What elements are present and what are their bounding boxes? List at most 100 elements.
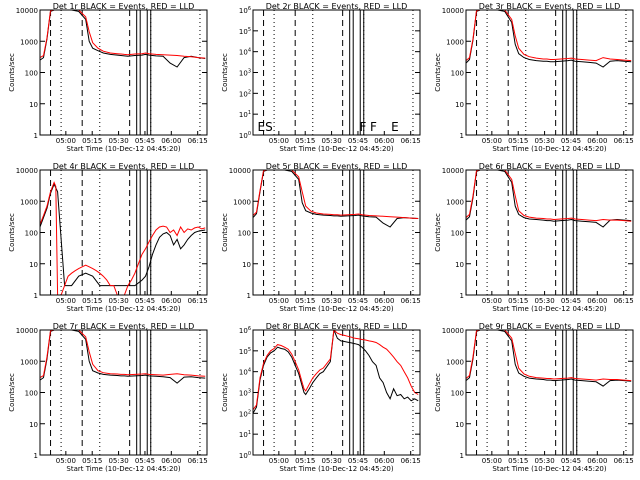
x-tick-label: 05:00: [56, 137, 76, 145]
x-tick-label: 05:15: [508, 457, 528, 465]
chart-title: Det 8r BLACK = Events, RED = LLD: [266, 322, 408, 331]
y-tick-label: 100: [25, 230, 38, 238]
y-tick-label: 10: [29, 421, 38, 429]
y-tick-label: 1000: [446, 38, 464, 46]
plot-area: [40, 330, 206, 455]
y-tick-label: 106: [239, 326, 251, 335]
y-tick-label: 10: [455, 261, 464, 269]
plot-area: [253, 330, 419, 455]
x-tick-label: 05:30: [321, 137, 341, 145]
x-axis-label: Start Time (10-Dec-12 04:45:20): [66, 305, 180, 313]
y-tick-label: 106: [239, 6, 251, 15]
y-tick-label: 100: [239, 451, 251, 460]
y-tick-label: 100: [239, 131, 251, 140]
y-tick-label: 1000: [446, 198, 464, 206]
y-tick-label: 1: [247, 292, 251, 300]
series-line-lld: [466, 170, 632, 222]
y-axis-label: Counts/sec: [8, 53, 16, 92]
y-axis-label: Counts/sec: [434, 213, 442, 252]
y-tick-label: 1: [34, 452, 38, 460]
y-axis-label: Counts/sec: [8, 373, 16, 412]
chart-panel-6: Det 6r BLACK = Events, RED = LLD 1 10 100 10…: [434, 162, 634, 313]
x-axis-label: Start Time (10-Dec-12 04:45:20): [279, 145, 393, 153]
plot-area: [253, 170, 419, 295]
plot-area: [263, 10, 414, 135]
series-line-events: [40, 330, 206, 384]
y-axis-label: Counts/sec: [8, 213, 16, 252]
y-tick-label: 10000: [442, 167, 464, 175]
x-tick-label: 05:45: [348, 457, 368, 465]
series-line-lld: [253, 170, 419, 219]
x-tick-label: 06:00: [374, 137, 394, 145]
plot-frame: [39, 169, 208, 296]
x-tick-label: 05:00: [56, 457, 76, 465]
x-tick-label: 05:15: [508, 297, 528, 305]
plot-frame: [252, 169, 421, 296]
chart-panel-8: Det 8r BLACK = Events, RED = LLD 100 101 10…: [221, 322, 421, 473]
y-tick-label: 10000: [16, 327, 38, 335]
y-axis-label: Counts/sec: [221, 373, 229, 412]
x-tick-label: 05:15: [82, 297, 102, 305]
x-tick-label: 06:15: [614, 137, 634, 145]
y-tick-label: 10: [455, 101, 464, 109]
plot-frame: [252, 9, 421, 136]
y-tick-label: 100: [451, 70, 464, 78]
x-tick-label: 05:30: [321, 297, 341, 305]
y-axis-label: Counts/sec: [434, 53, 442, 92]
chart-title: Det 1r BLACK = Events, RED = LLD: [53, 2, 195, 11]
chart-title: Det 4r BLACK = Events, RED = LLD: [53, 162, 195, 171]
x-axis-label: Start Time (10-Dec-12 04:45:20): [66, 465, 180, 473]
y-tick-label: 103: [239, 69, 251, 78]
chart-title: Det 2r BLACK = Events, RED = LLD: [266, 2, 408, 11]
chart-panel-1: Det 1r BLACK = Events, RED = LLD 1 10 100 10…: [8, 2, 208, 153]
y-tick-label: 105: [239, 27, 251, 36]
x-tick-label: 06:00: [161, 457, 181, 465]
plot-area: [40, 10, 206, 135]
plot-area: [466, 330, 632, 455]
plot-frame: [39, 9, 208, 136]
chart-title: Det 5r BLACK = Events, RED = LLD: [266, 162, 408, 171]
x-tick-label: 06:15: [614, 297, 634, 305]
series-line-events: [253, 330, 419, 414]
event-marker-label: F: [370, 120, 377, 134]
y-tick-label: 1000: [233, 198, 251, 206]
x-tick-label: 05:45: [135, 297, 155, 305]
y-tick-label: 1000: [20, 198, 38, 206]
y-tick-label: 100: [451, 390, 464, 398]
plot-frame: [465, 329, 634, 456]
event-marker-label: E: [391, 120, 399, 134]
x-tick-label: 05:15: [508, 137, 528, 145]
chart-title: Det 7r BLACK = Events, RED = LLD: [53, 322, 195, 331]
x-axis-label: Start Time (10-Dec-12 04:45:20): [66, 145, 180, 153]
y-tick-label: 1: [34, 132, 38, 140]
plot-frame: [465, 9, 634, 136]
x-tick-label: 05:00: [269, 297, 289, 305]
x-tick-label: 05:00: [482, 297, 502, 305]
x-tick-label: 06:00: [161, 137, 181, 145]
x-axis-label: Start Time (10-Dec-12 04:45:20): [492, 305, 606, 313]
x-tick-label: 05:45: [561, 297, 581, 305]
chart-panel-7: Det 7r BLACK = Events, RED = LLD 1 10 100 10…: [8, 322, 208, 473]
y-axis-label: Counts/sec: [221, 213, 229, 252]
x-tick-label: 06:00: [374, 457, 394, 465]
plot-area: [466, 10, 632, 135]
plot-area: [40, 170, 206, 295]
y-tick-label: 101: [239, 430, 251, 439]
y-tick-label: 1: [460, 292, 464, 300]
y-tick-label: 1: [34, 292, 38, 300]
chart-title: Det 3r BLACK = Events, RED = LLD: [479, 2, 621, 11]
y-tick-label: 104: [239, 48, 251, 57]
chart-panel-4: Det 4r BLACK = Events, RED = LLD 1 10 100 10…: [8, 162, 208, 313]
x-tick-label: 05:00: [482, 457, 502, 465]
x-tick-label: 06:15: [401, 457, 421, 465]
x-axis-label: Start Time (10-Dec-12 04:45:20): [279, 465, 393, 473]
y-tick-label: 1000: [446, 358, 464, 366]
y-tick-label: 100: [25, 70, 38, 78]
x-tick-label: 06:15: [401, 297, 421, 305]
chart-title: Det 6r BLACK = Events, RED = LLD: [479, 162, 621, 171]
series-line-lld: [466, 330, 632, 382]
series-line-lld: [253, 330, 419, 410]
series-line-events: [466, 170, 632, 228]
y-axis-label: Counts/sec: [434, 373, 442, 412]
chart-panel-9: Det 9r BLACK = Events, RED = LLD 1 10 100 10…: [434, 322, 634, 473]
